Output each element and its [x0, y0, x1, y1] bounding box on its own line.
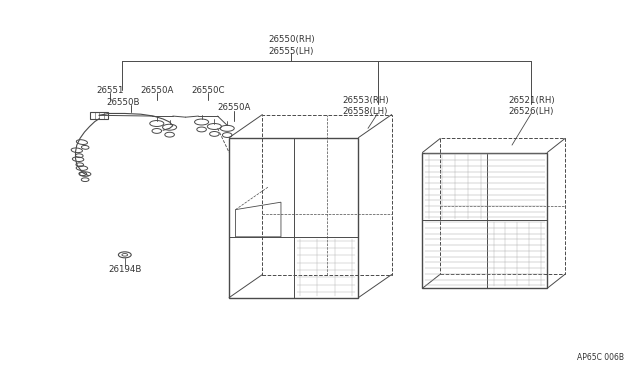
Text: 26550C: 26550C [191, 86, 225, 94]
Text: 26551: 26551 [97, 86, 124, 94]
Text: 26526(LH): 26526(LH) [509, 107, 554, 116]
Bar [90, 112, 108, 119]
Text: 26521(RH): 26521(RH) [509, 96, 556, 105]
Text: 26550(RH): 26550(RH) [268, 35, 314, 44]
Text: 26558(LH): 26558(LH) [342, 107, 388, 116]
Text: 26550A: 26550A [140, 86, 173, 94]
Text: 26550A: 26550A [217, 103, 250, 112]
Text: 26550B: 26550B [106, 98, 140, 107]
Text: 26194B: 26194B [108, 265, 141, 274]
Text: 26555(LH): 26555(LH) [269, 47, 314, 56]
Text: 26553(RH): 26553(RH) [342, 96, 389, 105]
Text: AP65C 006B: AP65C 006B [577, 353, 624, 362]
